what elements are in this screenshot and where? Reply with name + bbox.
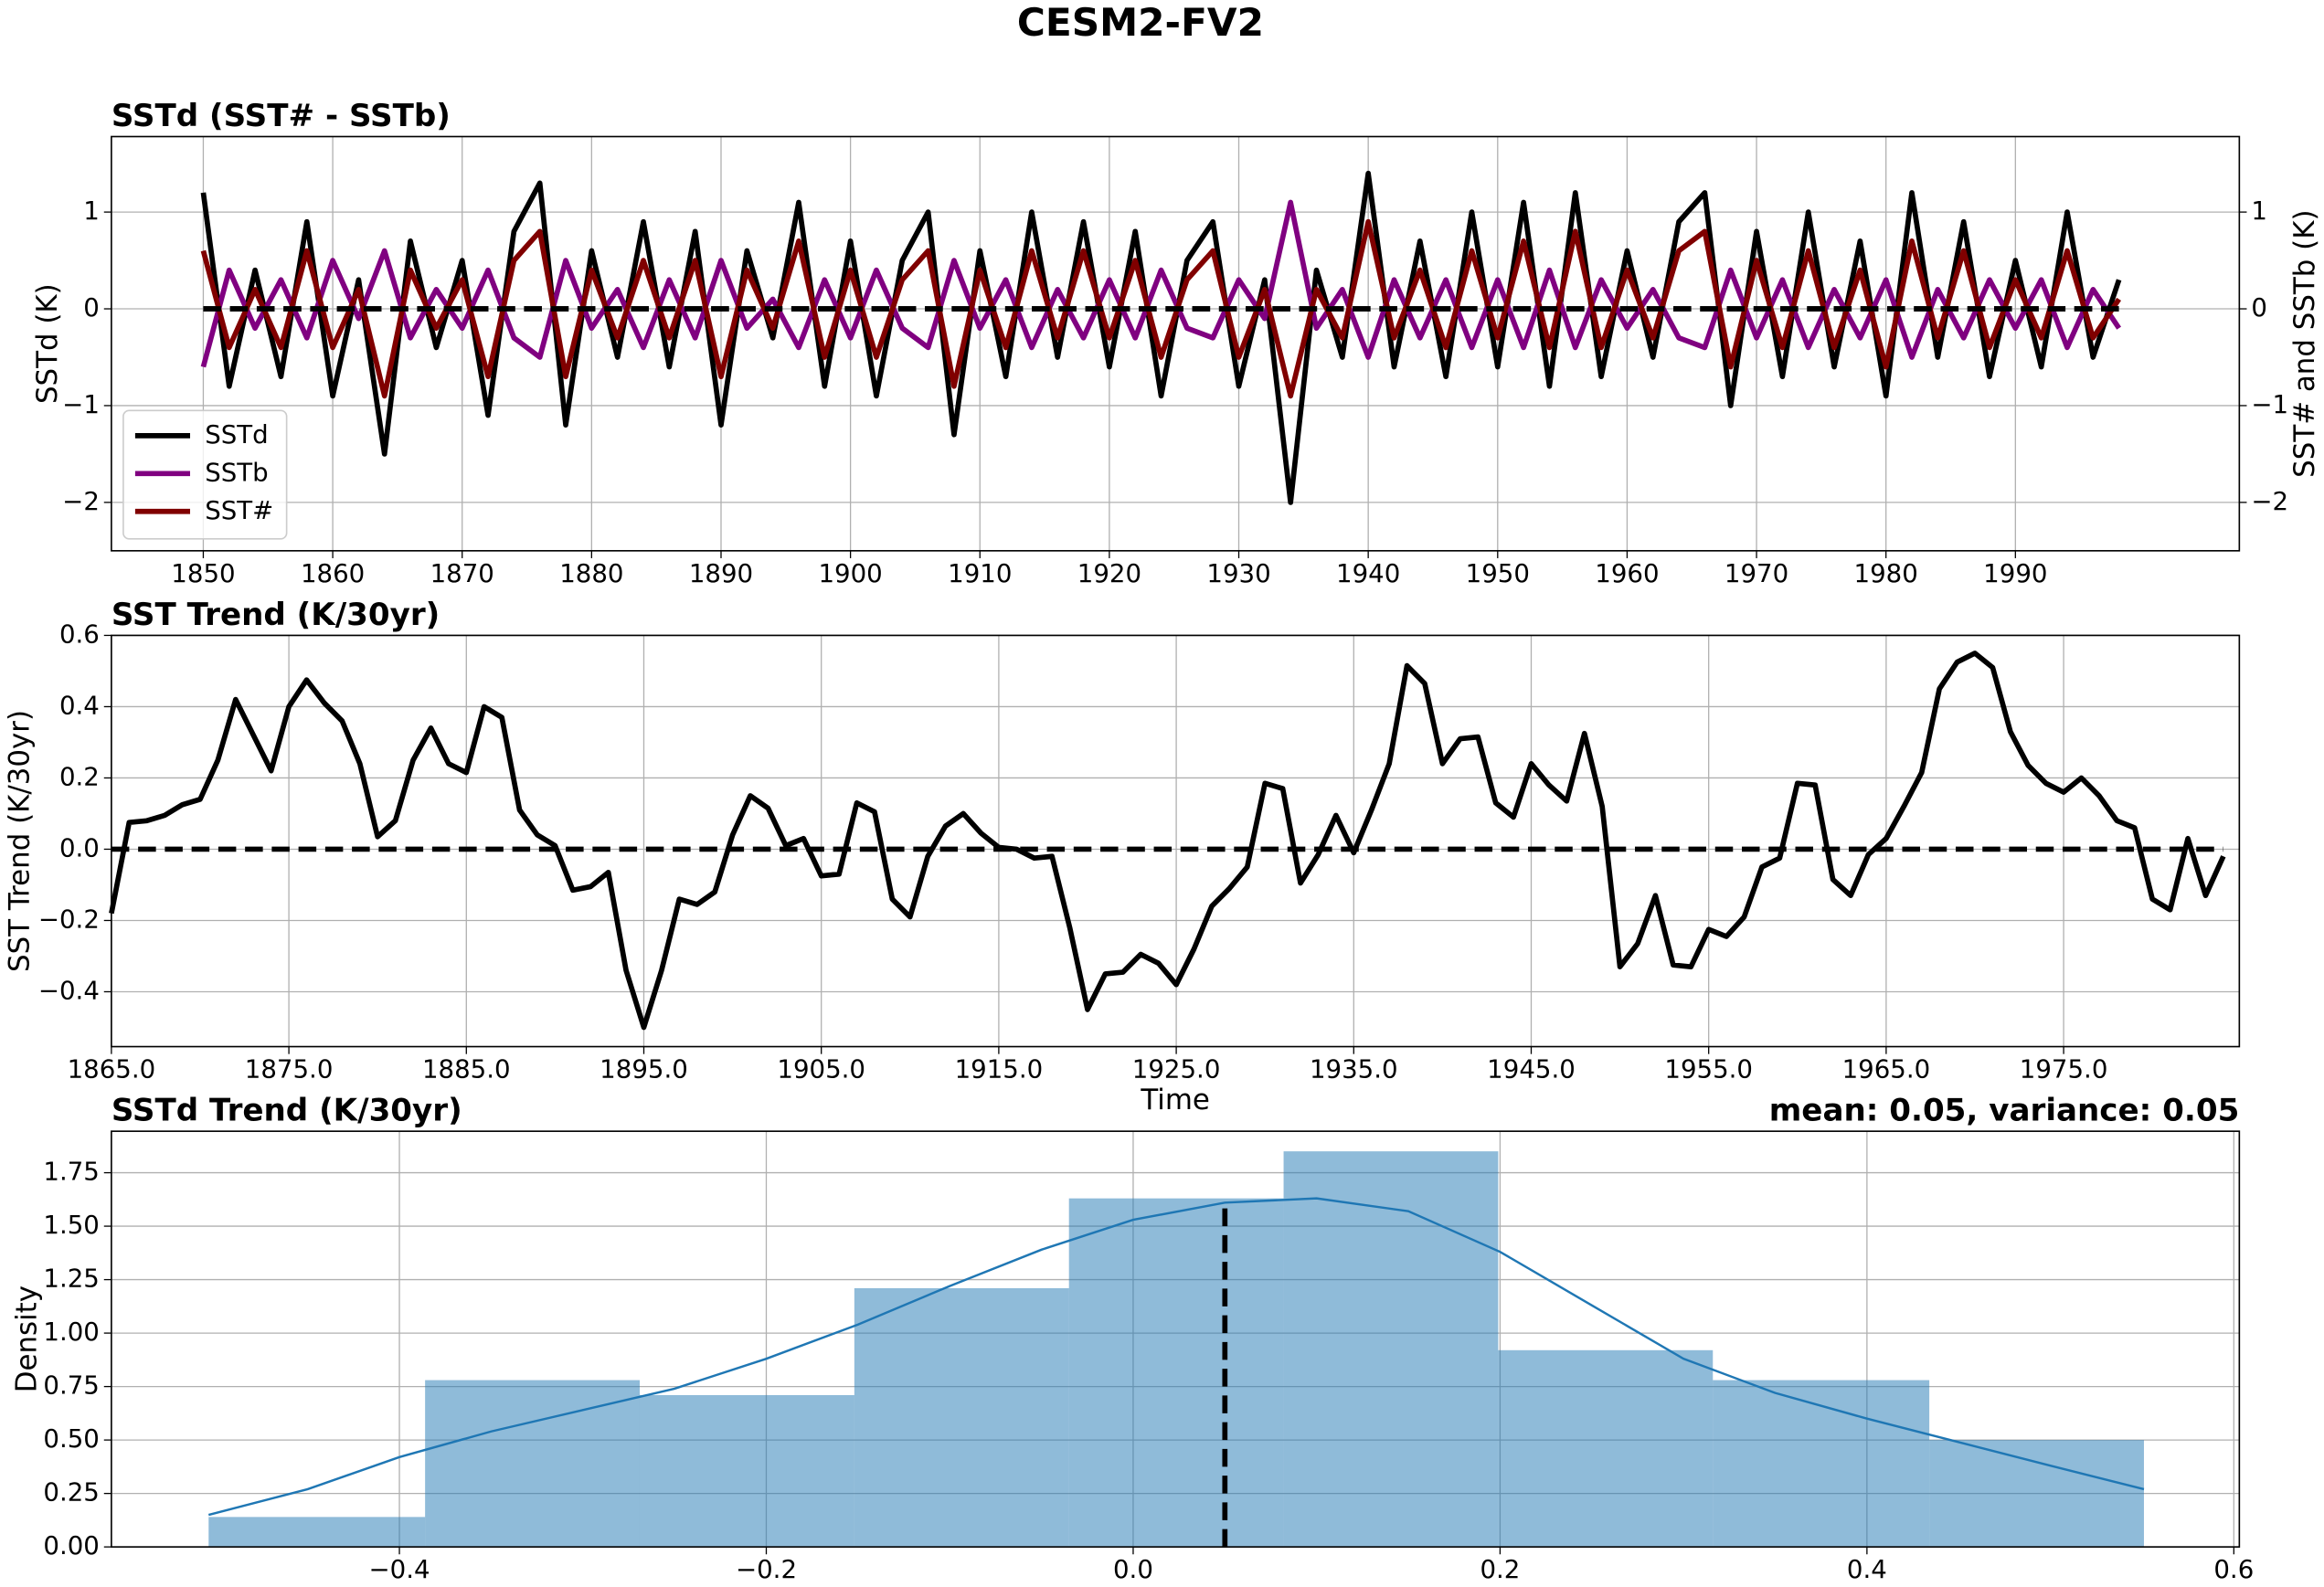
line-series [200, 170, 2122, 505]
y-tick-label: −1 [62, 389, 100, 419]
chart-title: SST Trend (K/30yr) [111, 597, 440, 633]
x-tick-label: 1880 [559, 558, 623, 588]
x-tick-label: 1960 [1595, 558, 1659, 588]
y-tick-label: 0.4 [59, 690, 100, 720]
x-tick-label: 1890 [689, 558, 753, 588]
y2-axis-label: SST# and SSTb (K) [2288, 210, 2321, 478]
annotation: mean: 0.05, variance: 0.05 [1769, 1093, 2240, 1129]
x-tick-label: 1965.0 [1842, 1054, 1931, 1084]
x-tick-label: 0.0 [1113, 1554, 1153, 1584]
legend-box [122, 409, 288, 540]
x-tick-label: 1885.0 [422, 1054, 511, 1084]
x-tick-label: 0.6 [2213, 1554, 2254, 1584]
x-tick-label: 1930 [1206, 558, 1270, 588]
x-tick-label: 1990 [1983, 558, 2047, 588]
y-tick-label: −2 [62, 486, 100, 516]
y-tick-label: 0.00 [43, 1530, 99, 1561]
x-tick-label: 1850 [171, 558, 235, 588]
y-tick-label: 1.50 [43, 1210, 99, 1240]
histogram-bar [1713, 1380, 1930, 1548]
y-axis-label: SSTd (K) [31, 283, 64, 404]
x-tick-label: 1905.0 [777, 1054, 865, 1084]
x-tick-label: 1980 [1854, 558, 1918, 588]
x-tick-label: 1870 [430, 558, 494, 588]
x-tick-label: 1970 [1724, 558, 1788, 588]
y-tick-label: 1.75 [43, 1157, 99, 1187]
x-tick-label: 1940 [1336, 558, 1400, 588]
y-tick-label: 0.25 [43, 1477, 99, 1508]
figure-title: CESM2-FV2 [1017, 0, 1264, 45]
x-tick-label: 1920 [1077, 558, 1141, 588]
histogram-bar [1283, 1151, 1499, 1548]
histogram-bar [854, 1287, 1069, 1548]
y-tick-label: 1.25 [43, 1264, 99, 1294]
x-tick-label: 1950 [1466, 558, 1530, 588]
x-tick-label: 1910 [948, 558, 1012, 588]
line-series [200, 199, 2122, 368]
line-series [109, 651, 2226, 1031]
legend-label: SSTd [205, 419, 268, 450]
plot-frame [111, 634, 2241, 1048]
y2-tick-label: −2 [2251, 486, 2288, 516]
y-tick-label: 0.6 [59, 619, 100, 649]
chart-title: SSTd Trend (K/30yr) [111, 1093, 462, 1129]
y-tick-label: −0.2 [38, 904, 100, 934]
x-axis-label: Time [1140, 1084, 1210, 1116]
x-tick-label: 1915.0 [955, 1054, 1044, 1084]
x-tick-label: 1945.0 [1487, 1054, 1576, 1084]
y-axis-label: SST Trend (K/30yr) [3, 710, 36, 972]
histogram-bar [208, 1517, 426, 1548]
y-tick-label: 0.2 [59, 761, 100, 791]
x-tick-label: 1900 [818, 558, 882, 588]
y2-tick-label: 1 [2251, 196, 2267, 226]
x-tick-label: 1925.0 [1132, 1054, 1221, 1084]
histogram-bar [639, 1394, 854, 1548]
histogram-bar [1929, 1440, 2144, 1548]
legend-label: SSTb [205, 457, 268, 487]
x-tick-label: 1895.0 [600, 1054, 688, 1084]
y2-tick-label: −1 [2251, 389, 2288, 419]
y-tick-label: −0.4 [38, 975, 100, 1005]
x-tick-label: −0.4 [369, 1554, 430, 1584]
histogram-bar [425, 1380, 640, 1548]
x-tick-label: 1935.0 [1310, 1054, 1398, 1084]
x-tick-label: 1955.0 [1664, 1054, 1753, 1084]
y-tick-label: 0.75 [43, 1370, 99, 1401]
x-tick-label: 1865.0 [68, 1054, 156, 1084]
y-tick-label: 1.00 [43, 1317, 99, 1347]
y2-tick-label: 0 [2251, 292, 2267, 323]
kde-curve [207, 1197, 2145, 1517]
histogram-bar [1498, 1349, 1714, 1548]
y-axis-label: Density [10, 1285, 43, 1392]
y-tick-label: 1 [83, 196, 100, 226]
legend-label: SST# [205, 495, 273, 525]
line-series [200, 218, 2122, 399]
chart-title: SSTd (SST# - SSTb) [111, 98, 451, 134]
x-tick-label: 0.4 [1847, 1554, 1887, 1584]
histogram-bar [1068, 1198, 1284, 1548]
x-tick-label: 0.2 [1480, 1554, 1520, 1584]
y-tick-label: 0.50 [43, 1423, 99, 1454]
x-tick-label: 1975.0 [2020, 1054, 2108, 1084]
x-tick-label: 1875.0 [245, 1054, 334, 1084]
plot-frame [111, 135, 2241, 552]
x-tick-label: −0.2 [736, 1554, 797, 1584]
y-tick-label: 0 [83, 292, 100, 323]
plot-frame [111, 1130, 2241, 1548]
y-tick-label: 0.0 [59, 832, 100, 862]
x-tick-label: 1860 [301, 558, 365, 588]
